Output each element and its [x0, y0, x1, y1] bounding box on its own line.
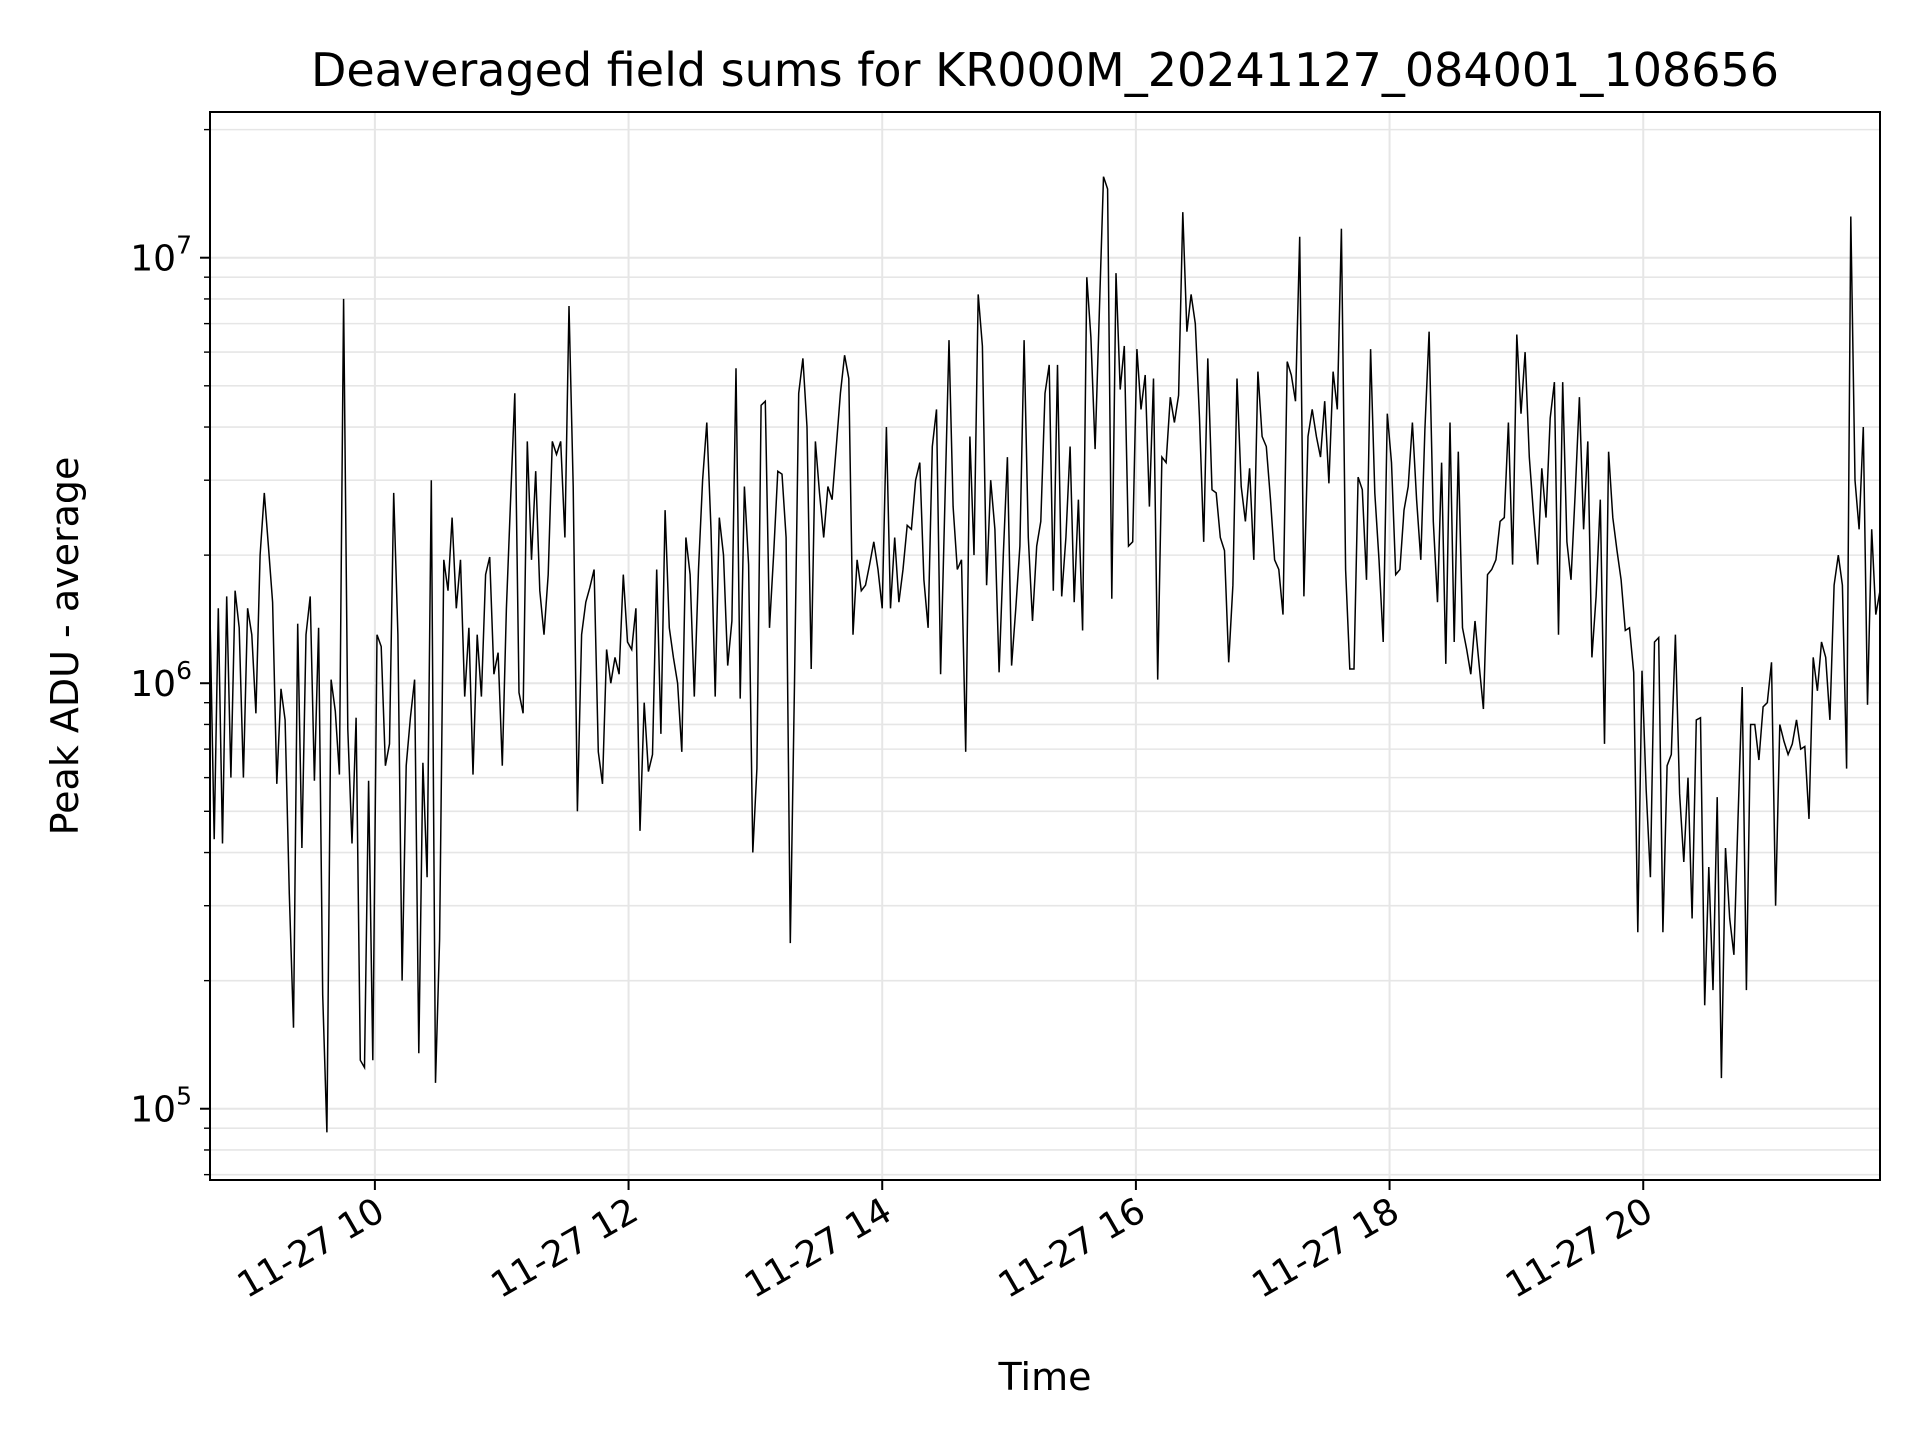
- grid-lines: [210, 112, 1880, 1180]
- y-axis: 105 106 107: [130, 128, 210, 1176]
- y-tick-label: 105: [130, 1082, 192, 1131]
- data-series: [209, 176, 1881, 1133]
- chart-title: Deaveraged field sums for KR000M_2024112…: [311, 43, 1779, 97]
- y-tick-label: 107: [130, 231, 192, 280]
- plot-frame: [209, 111, 1881, 1181]
- y-tick-label: 106: [130, 656, 192, 705]
- x-axis-label: Time: [998, 1355, 1092, 1399]
- y-axis-label: Peak ADU - average: [43, 457, 87, 836]
- series-line: [209, 176, 1881, 1133]
